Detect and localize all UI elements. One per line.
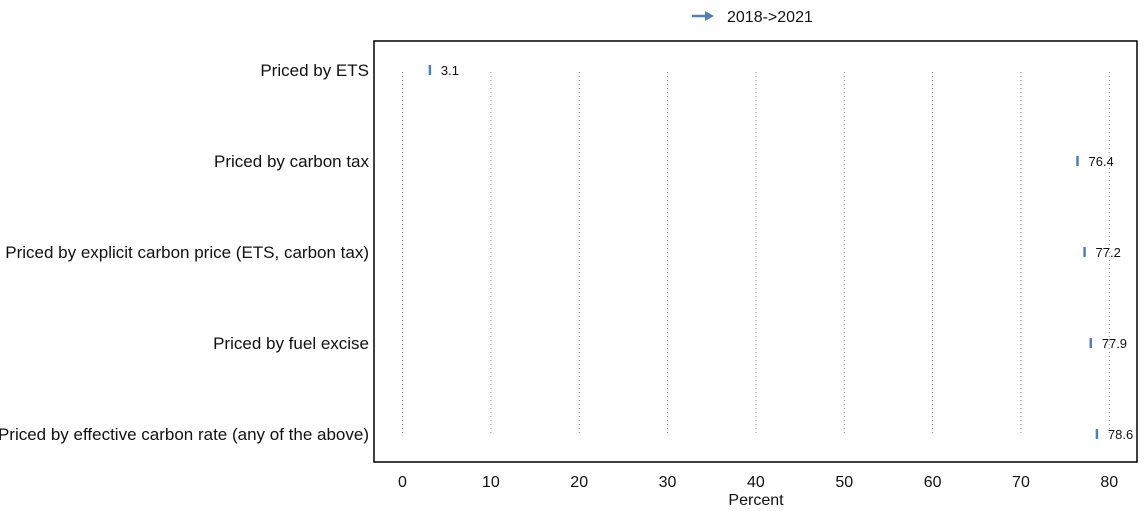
data-label: 77.9 (1102, 336, 1127, 351)
category-label: Priced by carbon tax (214, 152, 369, 171)
data-marks: 3.1 76.4 77.2 77.9 78.6 (428, 63, 1133, 442)
x-tick-label: 20 (570, 474, 588, 491)
x-tick-label: 60 (924, 474, 942, 491)
plot-frame (373, 40, 1138, 463)
x-tick-label: 40 (747, 474, 765, 491)
legend-label: 2018->2021 (727, 9, 813, 26)
data-label: 78.6 (1108, 427, 1133, 442)
category-label: Priced by fuel excise (213, 334, 369, 353)
gridlines (402, 72, 1110, 436)
legend-arrow-icon (705, 11, 714, 21)
x-tick-label: 30 (659, 474, 677, 491)
x-tick-label: 80 (1100, 474, 1118, 491)
x-tick-label: 0 (398, 474, 407, 491)
x-tick-label: 50 (835, 474, 853, 491)
x-tick-label: 70 (1012, 474, 1030, 491)
data-label: 76.4 (1088, 154, 1113, 169)
x-tick-label: 10 (482, 474, 500, 491)
legend: 2018->2021 (692, 9, 813, 26)
category-label: Priced by explicit carbon price (ETS, ca… (5, 243, 369, 262)
x-axis-title: Percent (728, 492, 784, 509)
category-label: Priced by effective carbon rate (any of … (0, 425, 369, 444)
data-label: 3.1 (441, 63, 459, 78)
category-label: Priced by ETS (260, 61, 369, 80)
category-labels: Priced by ETS Priced by carbon tax Priced … (0, 61, 369, 444)
x-tick-labels: 0 10 20 30 40 50 60 70 80 (398, 474, 1118, 491)
data-label: 77.2 (1096, 245, 1121, 260)
